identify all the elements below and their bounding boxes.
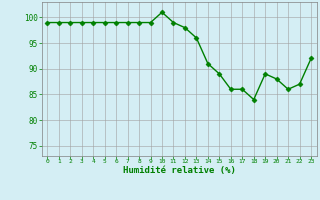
X-axis label: Humidité relative (%): Humidité relative (%) — [123, 166, 236, 175]
